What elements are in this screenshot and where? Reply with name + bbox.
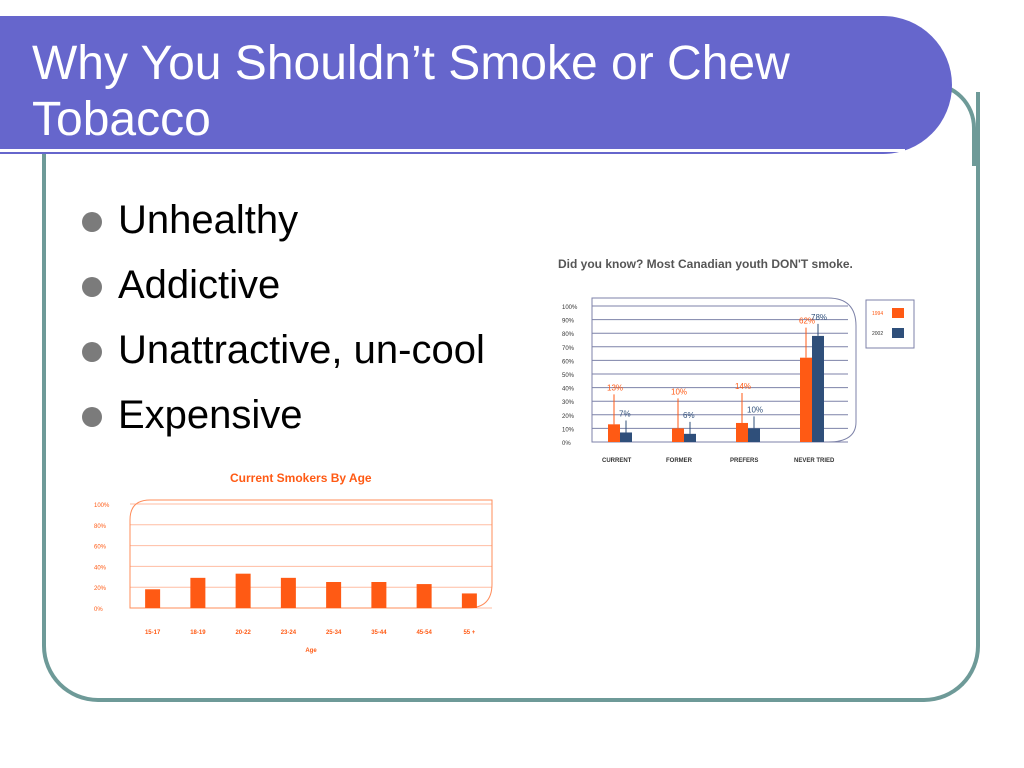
x-tick-label: 55 +	[463, 630, 475, 636]
y-tick-label: 0%	[94, 607, 103, 613]
youth-smoking-chart-svg: Did you know? Most Canadian youth DON'T …	[558, 257, 915, 464]
y-tick-label: 20%	[562, 414, 575, 420]
bullet-item-unattractive: Unattractive, un-cool	[78, 318, 485, 383]
bar	[190, 577, 206, 608]
bar	[620, 432, 632, 442]
x-tick-label: 20-22	[235, 630, 251, 636]
smokers-by-age-chart-svg: Current Smokers By Age 100% 80% 60% 40% 20% 0%…	[94, 471, 493, 654]
bullet-dot-icon	[82, 407, 102, 427]
data-label: 14%	[735, 382, 751, 391]
y-tick-label: 10%	[562, 427, 575, 433]
bullet-dot-icon	[82, 212, 102, 232]
bar	[748, 428, 760, 442]
y-tick-label: 40%	[562, 387, 575, 393]
x-tick-label: NEVER TRIED	[794, 458, 835, 464]
legend-swatch	[892, 308, 904, 318]
x-tick-label: CURRENT	[602, 458, 632, 464]
bar	[371, 582, 387, 608]
y-tick-label: 100%	[562, 305, 578, 311]
legend-label: 2002	[872, 331, 883, 337]
x-axis-label: Age	[305, 648, 317, 654]
x-tick-label: 18-19	[190, 630, 206, 636]
x-tick-label: 25-34	[326, 630, 342, 636]
y-tick-label: 60%	[562, 359, 575, 365]
bar	[672, 428, 684, 442]
data-label: 10%	[671, 387, 687, 396]
y-tick-label: 40%	[94, 565, 107, 571]
bullet-dot-icon	[82, 342, 102, 362]
bar	[416, 584, 432, 608]
bullet-dot-icon	[82, 277, 102, 297]
bar	[145, 589, 161, 608]
x-tick-label: 45-54	[416, 630, 432, 636]
bullet-text: Addictive	[118, 263, 281, 307]
y-tick-label: 30%	[562, 400, 575, 406]
bar	[461, 593, 477, 608]
chart-title: Current Smokers By Age	[230, 471, 372, 485]
chart-frame	[129, 499, 493, 609]
bar	[280, 577, 296, 608]
data-label: 78%	[811, 313, 827, 322]
title-underline	[0, 149, 905, 152]
bullet-text: Unhealthy	[118, 198, 299, 242]
data-label: 6%	[683, 411, 695, 420]
chart-title: Did you know? Most Canadian youth DON'T …	[558, 257, 853, 271]
y-tick-label: 20%	[94, 586, 107, 592]
bullet-item-addictive: Addictive	[78, 253, 485, 318]
y-tick-label: 90%	[562, 319, 575, 325]
bar	[326, 582, 342, 608]
legend-box	[865, 299, 915, 349]
slide-frame	[42, 92, 980, 702]
bar	[736, 422, 748, 442]
y-tick-label: 100%	[94, 503, 110, 509]
x-tick-label: FORMER	[666, 458, 693, 464]
y-tick-label: 0%	[562, 441, 571, 447]
bullet-item-unhealthy: Unhealthy	[78, 188, 485, 253]
y-tick-label: 70%	[562, 346, 575, 352]
bullet-list: Unhealthy Addictive Unattractive, un-coo…	[78, 188, 485, 448]
bar	[608, 424, 620, 442]
x-tick-label: 23-24	[281, 630, 297, 636]
legend-swatch	[892, 328, 904, 338]
bullet-text: Unattractive, un-cool	[118, 328, 485, 372]
data-label: 7%	[619, 409, 631, 418]
x-tick-label: 15-17	[145, 630, 161, 636]
bar	[684, 433, 696, 442]
x-tick-label: PREFERS	[730, 458, 758, 464]
y-tick-label: 50%	[562, 373, 575, 379]
title-bar: Why You Shouldn’t Smoke or Chew Tobacco	[0, 16, 952, 154]
y-tick-label: 80%	[94, 524, 107, 530]
x-tick-label: 35-44	[371, 630, 387, 636]
chart-frame	[591, 297, 857, 443]
bullet-text: Expensive	[118, 393, 303, 437]
slide-title: Why You Shouldn’t Smoke or Chew Tobacco	[32, 37, 790, 146]
bullet-item-expensive: Expensive	[78, 383, 485, 448]
legend-label: 1994	[872, 311, 883, 317]
data-label: 10%	[747, 405, 763, 414]
bar	[235, 573, 251, 608]
data-label: 13%	[607, 383, 623, 392]
data-label: 62%	[799, 317, 815, 326]
y-tick-label: 80%	[562, 332, 575, 338]
bar	[812, 335, 824, 442]
bar	[800, 357, 812, 442]
y-tick-label: 60%	[94, 545, 107, 551]
